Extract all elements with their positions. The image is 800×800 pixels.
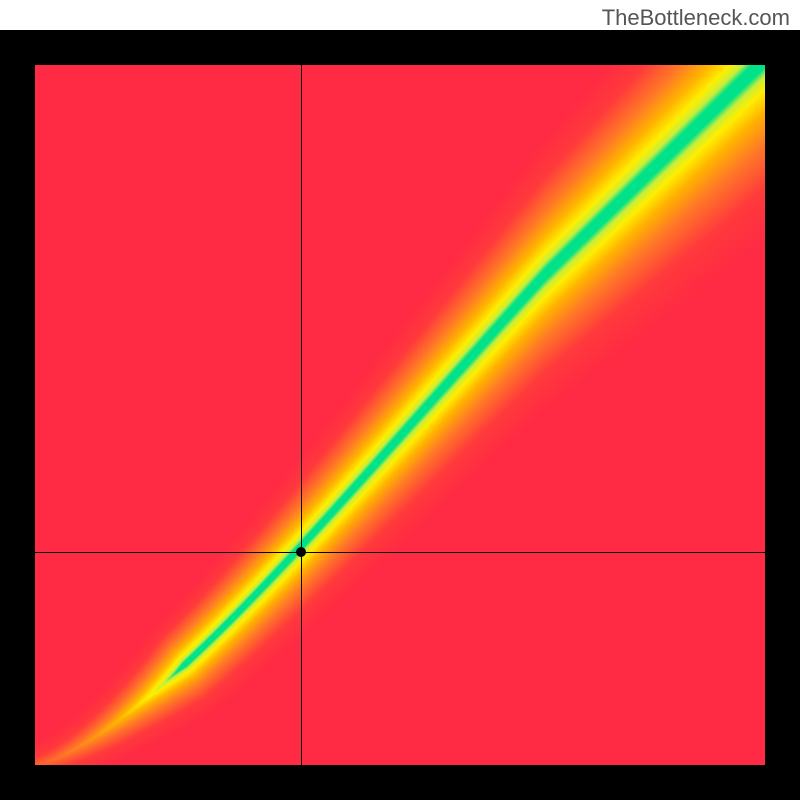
chart-container: TheBottleneck.com	[0, 0, 800, 800]
heatmap-canvas	[35, 65, 765, 765]
watermark-text: TheBottleneck.com	[602, 5, 790, 31]
crosshair-vertical	[301, 65, 302, 765]
marker-dot	[296, 547, 306, 557]
heatmap-plot	[35, 65, 765, 765]
crosshair-horizontal	[35, 552, 765, 553]
